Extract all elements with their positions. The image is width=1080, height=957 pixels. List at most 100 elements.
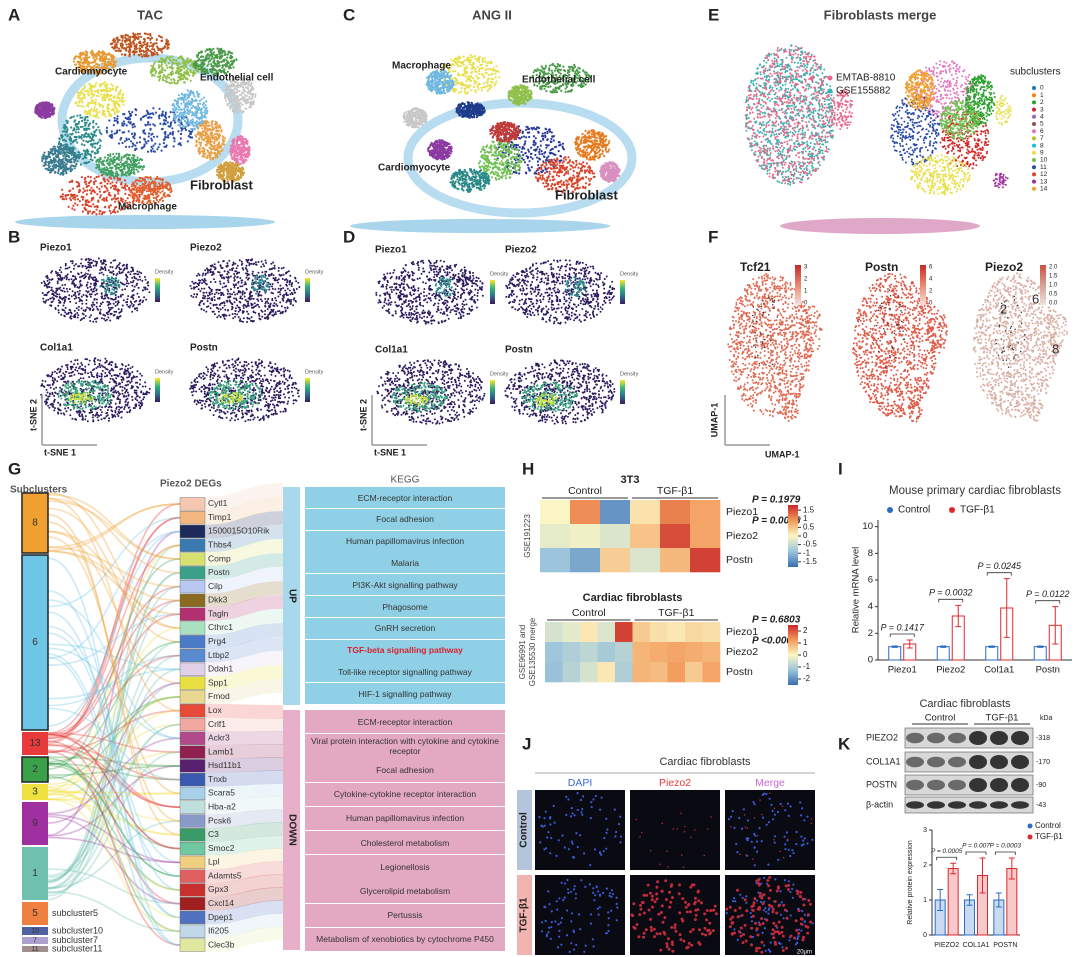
label: 0 [803, 531, 808, 540]
sankey-link [47, 536, 181, 795]
cell-dots [105, 107, 194, 153]
label: GSE155882 [836, 86, 891, 97]
sankey-link [47, 868, 181, 905]
label: 1.0 [1049, 283, 1058, 289]
sankey-link [204, 623, 284, 649]
gene-box [179, 648, 206, 663]
label: Prg4 [208, 636, 226, 646]
label: UMAP-1 [709, 403, 719, 438]
label: subcluster10 [52, 925, 103, 935]
cell-dots [251, 274, 270, 295]
label: 3 [32, 787, 38, 798]
colorbar [920, 265, 926, 305]
gene-box [179, 593, 206, 608]
cell-dots [995, 94, 1012, 126]
sankey-link [47, 733, 181, 850]
cell-dots [875, 289, 906, 369]
sankey-link [47, 492, 181, 629]
sankey-link [47, 789, 181, 891]
label: Density [490, 271, 509, 277]
heat-cell [630, 524, 661, 549]
heat-cell [660, 500, 691, 525]
gene-box [179, 566, 206, 580]
label: Piezo1 [726, 506, 758, 518]
label: 13 [29, 738, 41, 749]
sankey-link [47, 682, 181, 877]
cell-dots [41, 144, 79, 176]
gene-box [179, 511, 206, 525]
label: 2 [1040, 99, 1044, 106]
legend-dot [887, 507, 893, 513]
kegg-down-term: Legionellosis [305, 855, 505, 879]
heat-cell [545, 622, 563, 643]
gene-box [179, 607, 206, 621]
label: 1500015O10Rik [208, 526, 270, 536]
label: B [8, 227, 20, 246]
legend-dot [1027, 834, 1033, 840]
cell-dots [507, 83, 533, 106]
sankey-link [204, 744, 284, 759]
sankey-link [47, 530, 181, 836]
micrograph [630, 790, 720, 870]
sankey-link [47, 503, 181, 548]
heat-cell [600, 548, 631, 573]
heat-cell [690, 548, 721, 573]
label: -1 [803, 548, 811, 557]
label: Control [572, 607, 606, 619]
label: 0 [929, 301, 933, 307]
bar [947, 868, 959, 936]
heat-cell [597, 622, 616, 643]
cell-dots [59, 174, 141, 216]
label: Density [620, 371, 639, 377]
blot-band [969, 801, 987, 809]
sankey-link [47, 544, 181, 883]
density-bar [490, 280, 495, 304]
sankey-link [204, 926, 284, 952]
heat-cell [580, 642, 598, 663]
label: Cardiac fibroblasts [919, 698, 1011, 710]
kegg-up-term: Toll-like receptor signalling pathway [305, 661, 505, 683]
label: A [8, 5, 20, 24]
sankey-link [204, 796, 284, 815]
label: P = 0.0025 [752, 516, 801, 527]
sankey-link [47, 765, 181, 776]
heat-cell [545, 642, 563, 663]
label: t-SNE 1 [44, 447, 76, 457]
subcluster-box [22, 847, 48, 900]
label: subcluster11 [52, 943, 102, 953]
label: Macrophage [392, 61, 451, 72]
label: -1.5 [803, 557, 817, 566]
legend-label: TGF-β1 [1035, 832, 1063, 841]
cell-dots [434, 277, 455, 297]
sankey-link [204, 717, 284, 732]
cell-dots [727, 792, 814, 867]
sankey-link [47, 733, 181, 850]
legend-dot [1032, 100, 1036, 105]
heat-cell [650, 642, 668, 663]
subcluster-box [22, 732, 48, 755]
gene-box [179, 786, 206, 801]
micrograph [630, 875, 720, 955]
y-tick-label: 0 [868, 655, 873, 666]
bracket [965, 851, 987, 855]
label: Tcf21 [740, 260, 771, 274]
label: TAC [137, 7, 163, 22]
label: Lpl [208, 857, 219, 867]
label: 1.5 [803, 505, 815, 514]
legend-dot [1032, 158, 1036, 162]
gene-box [179, 552, 206, 566]
sankey-link [47, 740, 181, 905]
gene-box [179, 814, 206, 828]
label: DAPI [568, 777, 593, 789]
cell-dots [538, 792, 623, 867]
cell-dots [477, 139, 523, 181]
gene-box [179, 883, 206, 897]
label: 6 [1040, 128, 1044, 135]
bracket [889, 633, 915, 637]
label: Piezo2 DEGs [160, 479, 222, 490]
heat-cell [570, 524, 601, 549]
sankey-link [204, 539, 284, 566]
sankey-link [47, 530, 181, 629]
colorbar [1040, 265, 1046, 305]
sankey-link [204, 651, 284, 677]
